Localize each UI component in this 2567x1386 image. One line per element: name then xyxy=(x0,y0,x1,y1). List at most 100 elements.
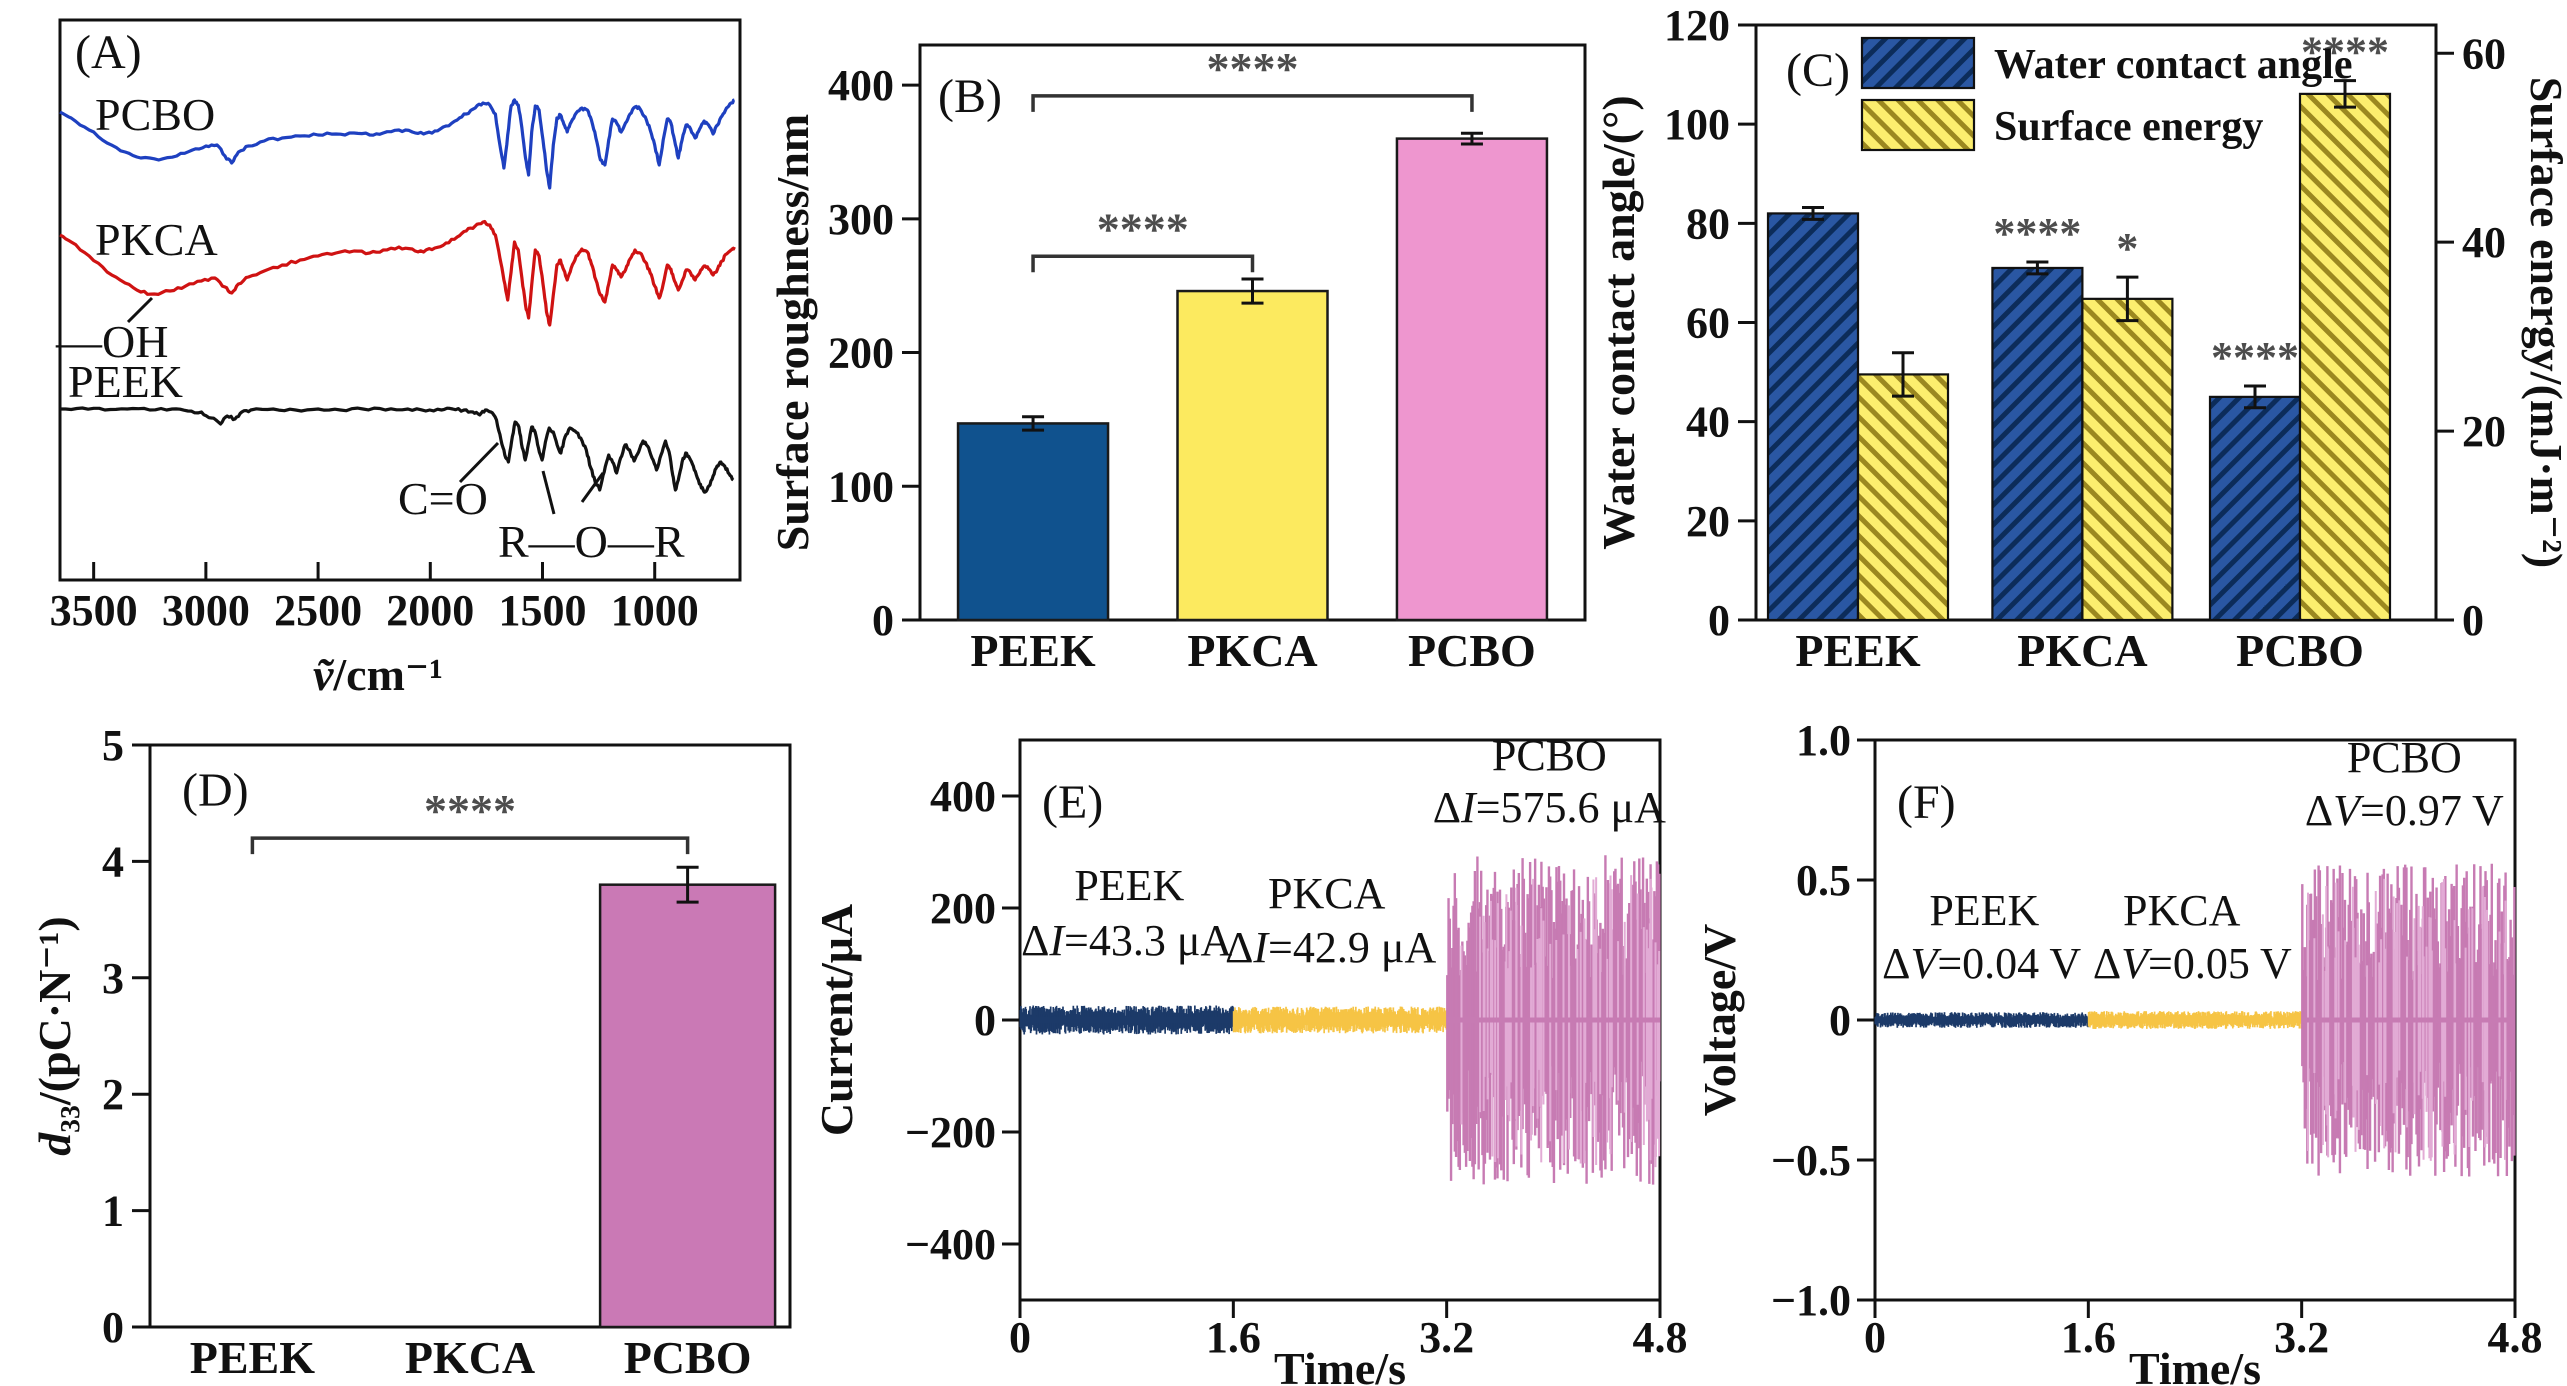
y-tick-label: 1.0 xyxy=(1796,716,1851,765)
significance-stars: **** xyxy=(424,785,516,836)
x-tick-label: 3000 xyxy=(162,586,250,635)
category-label: PCBO xyxy=(1408,625,1536,676)
y-tick-label-left: 20 xyxy=(1686,497,1730,546)
leader-line xyxy=(541,470,556,515)
y-axis-title-right: Surface energy/(mJ·m⁻²) xyxy=(2521,77,2567,569)
segment-label: PKCA xyxy=(1268,869,1386,918)
segment-label: PEEK xyxy=(1074,861,1184,910)
bar-PCBO-wca xyxy=(2208,395,2302,622)
y-tick-label: −400 xyxy=(905,1220,996,1269)
significance-bracket xyxy=(1031,94,1474,112)
annotation: PKCA xyxy=(95,214,218,265)
annotation: (A) xyxy=(75,26,142,79)
bar-PEEK-wca xyxy=(1766,212,1860,622)
y-tick-label: 300 xyxy=(828,195,894,244)
x-tick-label: 1.6 xyxy=(2061,1313,2116,1362)
significance-stars: **** xyxy=(2301,28,2389,77)
segment-delta-label: ΔI=42.9 μA xyxy=(1225,923,1436,972)
x-axis-title: Time/s xyxy=(2129,1343,2261,1386)
y-tick-label-right: 40 xyxy=(2462,218,2506,267)
bar-PKCA xyxy=(1176,289,1329,622)
bar-PKCA-se xyxy=(2081,297,2174,622)
y-tick-label-left: 120 xyxy=(1664,1,1730,50)
spectrum-PKCA xyxy=(59,219,736,327)
leader-line xyxy=(458,441,500,484)
plot-border xyxy=(58,18,742,582)
y-tick-label: 200 xyxy=(828,329,894,378)
category-label: PEEK xyxy=(1795,625,1920,676)
leader-line xyxy=(126,296,154,324)
x-tick-label: 1.6 xyxy=(1206,1313,1261,1362)
y-axis-title: Voltage/V xyxy=(1694,924,1745,1117)
segment-delta-label: ΔV=0.05 V xyxy=(2093,939,2292,988)
annotation: —OH xyxy=(55,316,168,367)
spectrum-PCBO xyxy=(59,98,736,190)
category-label: PCBO xyxy=(624,1332,752,1383)
panel-letter: (D) xyxy=(182,764,249,817)
y-axis-title: Surface roughness/nm xyxy=(767,114,818,551)
x-tick-label: 1000 xyxy=(611,586,699,635)
panel-C: 0 20 40 60 80 100 120 0 20 40 60 Water contact angl… xyxy=(1593,1,2567,676)
panel-F: 1.0 0.5 0 −0.5 −1.0 0 1.6 3.2 4.8 Voltage/V Time/s… xyxy=(1694,716,2543,1386)
category-label: PEEK xyxy=(190,1332,315,1383)
x-tick-label: 0 xyxy=(1009,1313,1031,1362)
y-tick-label: 400 xyxy=(828,61,894,110)
y-tick-label: 1 xyxy=(102,1187,124,1236)
segment-label: PKCA xyxy=(2123,886,2241,935)
y-tick-label-left: 40 xyxy=(1686,398,1730,447)
segment-delta-label: ΔI=575.6 μA xyxy=(1433,783,1666,832)
legend-label: Water contact angle xyxy=(1994,42,2352,88)
y-tick-label-left: 0 xyxy=(1708,596,1730,645)
annotation: PEEK xyxy=(68,356,183,407)
bar-PEEK xyxy=(956,422,1110,622)
y-tick-label: 3 xyxy=(102,954,124,1003)
legend-swatch xyxy=(1860,98,1976,152)
segment-delta-label: ΔI=43.3 μA xyxy=(1021,916,1232,965)
y-tick-label-left: 80 xyxy=(1686,199,1730,248)
significance-bracket xyxy=(1031,254,1255,273)
panel-letter: (E) xyxy=(1042,776,1103,829)
x-tick-label: 3500 xyxy=(50,586,138,635)
x-tick-label: 0 xyxy=(1864,1313,1886,1362)
significance-stars: **** xyxy=(2211,333,2299,382)
category-label: PCBO xyxy=(2236,625,2364,676)
annotation: PCBO xyxy=(95,89,215,140)
y-tick-label: 100 xyxy=(828,462,894,511)
legend-label: Surface energy xyxy=(1994,104,2263,150)
y-tick-label: 2 xyxy=(102,1070,124,1119)
bar-PEEK-se xyxy=(1856,373,1950,622)
y-tick-label: 5 xyxy=(102,721,124,770)
panel-letter: (B) xyxy=(938,70,1002,123)
y-axis-title: d₃₃/(pC·N⁻¹) xyxy=(29,916,80,1155)
x-axis-title: Time/s xyxy=(1274,1343,1406,1386)
segment-delta-label: ΔV=0.04 V xyxy=(1882,939,2081,988)
y-tick-label: 4 xyxy=(102,837,124,886)
x-tick-label: 2000 xyxy=(386,586,474,635)
significance-stars: **** xyxy=(1207,43,1299,94)
y-tick-label: 400 xyxy=(930,772,996,821)
significance-bracket xyxy=(250,836,690,855)
y-tick-label: 200 xyxy=(930,884,996,933)
y-tick-label-left: 100 xyxy=(1664,100,1730,149)
annotation: C=O xyxy=(398,473,488,524)
segment-label: PEEK xyxy=(1929,886,2039,935)
x-tick-label: 3.2 xyxy=(1419,1313,1474,1362)
y-tick-label: 0 xyxy=(102,1303,124,1352)
y-tick-label: 0 xyxy=(1829,996,1851,1045)
category-label: PKCA xyxy=(2017,625,2147,676)
significance-stars: **** xyxy=(1097,203,1189,254)
y-tick-label: −1.0 xyxy=(1771,1276,1851,1325)
category-label: PKCA xyxy=(405,1332,535,1383)
x-tick-label: 1500 xyxy=(499,586,587,635)
segment-delta-label: ΔV=0.97 V xyxy=(2305,786,2504,835)
y-tick-label-left: 60 xyxy=(1686,299,1730,348)
x-tick-label: 4.8 xyxy=(2488,1313,2543,1362)
bar-PKCA-wca xyxy=(1991,266,2084,622)
y-tick-label-right: 60 xyxy=(2462,29,2506,78)
segment-label: PCBO xyxy=(1492,731,1607,780)
category-label: PKCA xyxy=(1187,625,1317,676)
leader-line xyxy=(580,472,605,503)
panel-E: 400 200 0 −200 −400 0 1.6 3.2 4.8 Current/μA Time/… xyxy=(811,731,1688,1386)
x-tick-label: 3.2 xyxy=(2274,1313,2329,1362)
